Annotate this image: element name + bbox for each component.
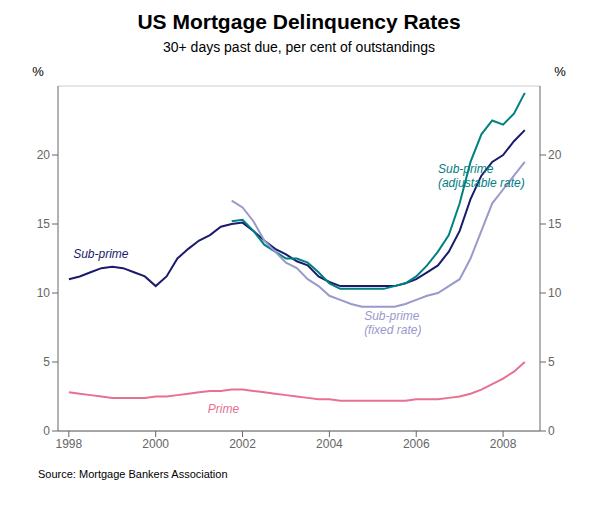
svg-text:Prime: Prime	[208, 402, 240, 416]
svg-text:2000: 2000	[142, 437, 169, 451]
svg-text:%: %	[32, 64, 44, 79]
svg-text:Sub-prime: Sub-prime	[73, 247, 129, 261]
svg-text:15: 15	[548, 217, 562, 231]
svg-text:0: 0	[43, 424, 50, 438]
svg-text:20: 20	[37, 148, 51, 162]
html-text:30+ days past due, per cent of: 30+ days past due, per cent of outstandi…	[163, 39, 435, 55]
svg-text:%: %	[554, 64, 566, 79]
html-text:US Mortgage Delinquency Rates: US Mortgage Delinquency Rates	[137, 10, 461, 33]
svg-text:15: 15	[37, 217, 51, 231]
svg-text:5: 5	[548, 355, 555, 369]
svg-text:2006: 2006	[403, 437, 430, 451]
svg-text:Sub-prime(fixed rate): Sub-prime(fixed rate)	[364, 309, 421, 337]
svg-text:5: 5	[43, 355, 50, 369]
svg-text:2002: 2002	[229, 437, 256, 451]
svg-text:0: 0	[548, 424, 555, 438]
svg-text:2008: 2008	[490, 437, 517, 451]
svg-text:Sub-prime(adjustable rate): Sub-prime(adjustable rate)	[438, 162, 525, 190]
svg-text:1998: 1998	[56, 437, 83, 451]
svg-text:20: 20	[548, 148, 562, 162]
svg-text:10: 10	[548, 286, 562, 300]
html-text:Source: Mortgage Bankers Assoc: Source: Mortgage Bankers Association	[38, 468, 228, 480]
svg-text:10: 10	[37, 286, 51, 300]
svg-text:2004: 2004	[316, 437, 343, 451]
